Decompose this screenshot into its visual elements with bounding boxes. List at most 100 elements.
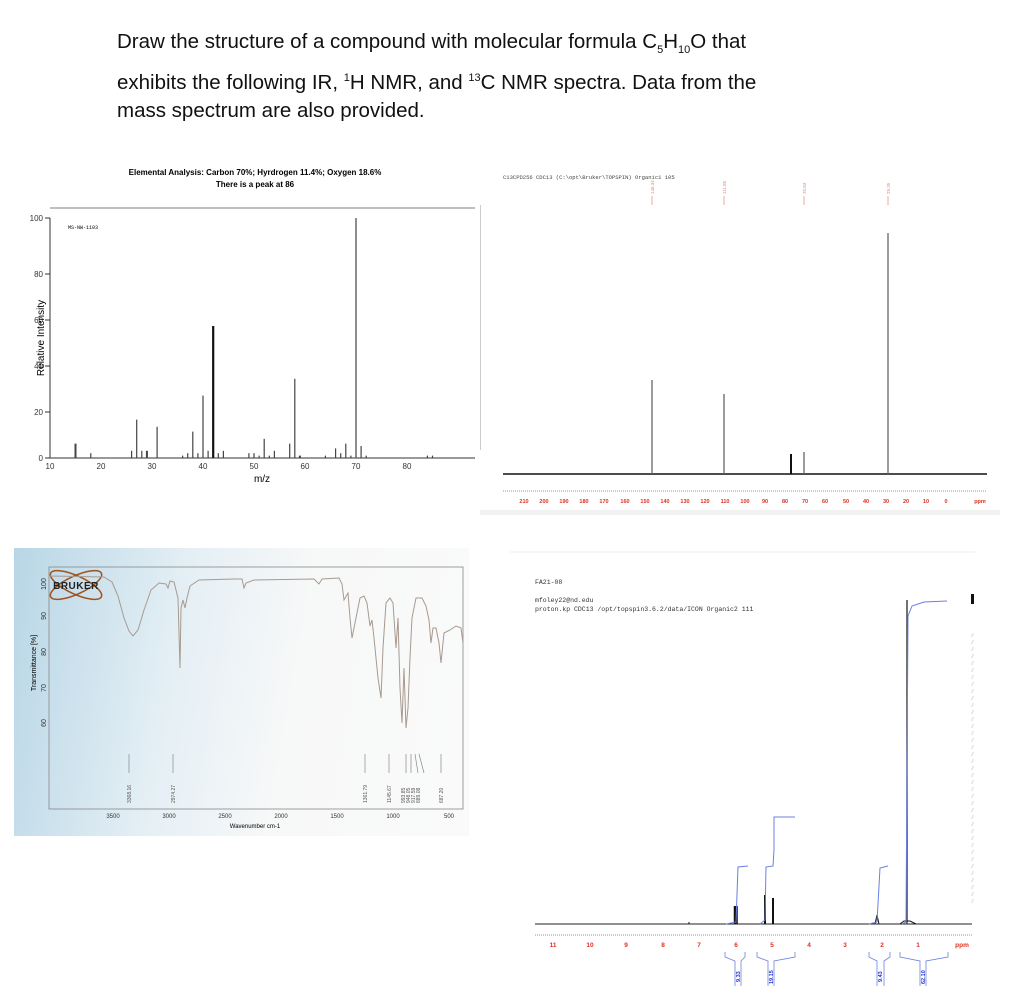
svg-text:29.35: 29.35 [886, 182, 891, 194]
c13-header: C13CPD256 CDC13 (C:\opt\Bruker\TOPSPIN) … [503, 174, 675, 181]
svg-text:110: 110 [721, 499, 730, 505]
svg-text:9: 9 [624, 942, 628, 949]
svg-text:120: 120 [700, 499, 709, 505]
svg-text:146.34: 146.34 [650, 180, 655, 194]
svg-text:3000: 3000 [162, 814, 176, 820]
svg-text:687.20: 687.20 [439, 787, 445, 803]
svg-text:3: 3 [843, 942, 847, 949]
svg-text:1500: 1500 [330, 814, 344, 820]
ir-x-ticks: 3500 3000 2500 2000 1500 1000 500 [106, 814, 454, 820]
svg-text:100: 100 [41, 578, 48, 590]
svg-text:200: 200 [539, 499, 548, 505]
svg-text:20: 20 [903, 499, 909, 505]
svg-text:1000: 1000 [386, 814, 400, 820]
svg-text:70.83: 70.83 [802, 182, 807, 194]
ir-x-label: Wavenumber cm-1 [230, 824, 281, 830]
ms-x-ticks: 10 20 30 40 50 60 70 80 [46, 462, 412, 471]
svg-text:11: 11 [550, 942, 557, 949]
svg-text:160: 160 [620, 499, 629, 505]
svg-text:90: 90 [762, 499, 768, 505]
svg-text:3368.16: 3368.16 [127, 785, 133, 803]
svg-text:917.59: 917.59 [411, 787, 417, 803]
svg-text:170: 170 [599, 499, 608, 505]
h1-x-ticks: 11 10 9 8 7 6 5 4 3 2 1 ppm [550, 942, 970, 949]
h1-email: mfoley22@nd.edu [535, 597, 594, 604]
svg-text:9.33: 9.33 [736, 971, 742, 982]
svg-text:80: 80 [403, 462, 412, 471]
svg-text:3500: 3500 [106, 814, 120, 820]
svg-text:2000: 2000 [274, 814, 288, 820]
svg-text:150: 150 [640, 499, 649, 505]
svg-text:19.15: 19.15 [769, 970, 775, 984]
h1-header: proton.kp CDC13 /opt/topspin3.6.2/data/I… [535, 606, 754, 613]
svg-text:50: 50 [250, 462, 259, 471]
svg-text:190: 190 [559, 499, 568, 505]
svg-text:6: 6 [734, 942, 738, 949]
svg-text:9.43: 9.43 [878, 971, 884, 982]
svg-text:50: 50 [843, 499, 849, 505]
svg-text:40: 40 [199, 462, 208, 471]
h1-peaks [688, 600, 917, 925]
ms-y-ticks: 0 20 40 60 80 100 [30, 214, 50, 463]
ir-spectrum-chart: BRUKER 100 90 80 70 60 Transmittance [%]… [14, 548, 469, 836]
svg-text:948.05: 948.05 [406, 787, 412, 803]
svg-text:30: 30 [883, 499, 889, 505]
svg-text:130: 130 [680, 499, 689, 505]
ms-id-label: MS-NW-1103 [68, 225, 98, 231]
c13-peak-labels: 146.34 111.85 70.83 29.35 [650, 180, 891, 205]
mass-spectrum-chart: Elemental Analysis: Carbon 70%; Hyrdroge… [30, 160, 480, 490]
h1-integral-brackets [724, 952, 949, 986]
h1-integral-values: 9.33 19.15 9.43 62.10 [736, 970, 927, 984]
h1-integral-curves [725, 600, 948, 925]
svg-text:90: 90 [41, 612, 48, 620]
svg-text:BRUKER: BRUKER [53, 581, 99, 592]
svg-text:70: 70 [352, 462, 361, 471]
svg-text:60: 60 [41, 719, 48, 727]
ir-y-label: Transmittance [%] [31, 635, 38, 691]
svg-text:180: 180 [579, 499, 588, 505]
c13-peaks [651, 233, 889, 474]
svg-text:20: 20 [34, 408, 43, 417]
svg-text:0: 0 [39, 454, 44, 463]
h1-sample-id: FA21-08 [535, 579, 562, 586]
svg-text:4: 4 [807, 942, 811, 949]
c13-nmr-chart: C13CPD256 CDC13 (C:\opt\Bruker\TOPSPIN) … [479, 160, 1000, 515]
svg-text:5: 5 [770, 942, 774, 949]
c13-x-ticks: 210 200 190 180 170 160 150 140 130 120 … [519, 499, 986, 505]
svg-text:80: 80 [34, 270, 43, 279]
ir-peak-markers [128, 753, 442, 774]
svg-text:62.10: 62.10 [921, 970, 927, 984]
svg-text:500: 500 [444, 814, 455, 820]
ms-y-label: Relative Intensity [36, 300, 47, 376]
svg-text:1145.67: 1145.67 [387, 785, 393, 803]
svg-text:1: 1 [916, 942, 920, 949]
svg-text:80: 80 [41, 648, 48, 656]
ms-bars [74, 218, 434, 458]
svg-text:2: 2 [880, 942, 884, 949]
svg-text:2974.27: 2974.27 [171, 785, 177, 803]
ms-x-label: m/z [254, 474, 270, 485]
svg-text:40: 40 [863, 499, 869, 505]
svg-text:60: 60 [822, 499, 828, 505]
ms-title-line1: Elemental Analysis: Carbon 70%; Hyrdroge… [129, 168, 382, 177]
svg-text:40: 40 [34, 362, 43, 371]
ms-title-line2: There is a peak at 86 [216, 180, 295, 189]
svg-text:ppm: ppm [955, 942, 969, 949]
svg-text:7: 7 [697, 942, 701, 949]
svg-text:70: 70 [41, 684, 48, 692]
ir-peak-labels: 3368.16 2974.27 1361.79 1145.67 993.85 9… [127, 785, 445, 803]
svg-text:60: 60 [301, 462, 310, 471]
svg-text:8: 8 [661, 942, 665, 949]
svg-text:10: 10 [923, 499, 929, 505]
svg-text:80: 80 [782, 499, 788, 505]
svg-text:100: 100 [30, 214, 44, 223]
svg-text:1361.79: 1361.79 [363, 785, 369, 803]
svg-text:2500: 2500 [218, 814, 232, 820]
ir-y-ticks: 100 90 80 70 60 [41, 578, 48, 727]
svg-text:20: 20 [97, 462, 106, 471]
svg-text:100: 100 [740, 499, 749, 505]
svg-text:30: 30 [148, 462, 157, 471]
svg-text:0: 0 [944, 499, 947, 505]
question-text: Draw the structure of a compound with mo… [117, 30, 757, 122]
svg-text:ppm: ppm [974, 499, 986, 505]
